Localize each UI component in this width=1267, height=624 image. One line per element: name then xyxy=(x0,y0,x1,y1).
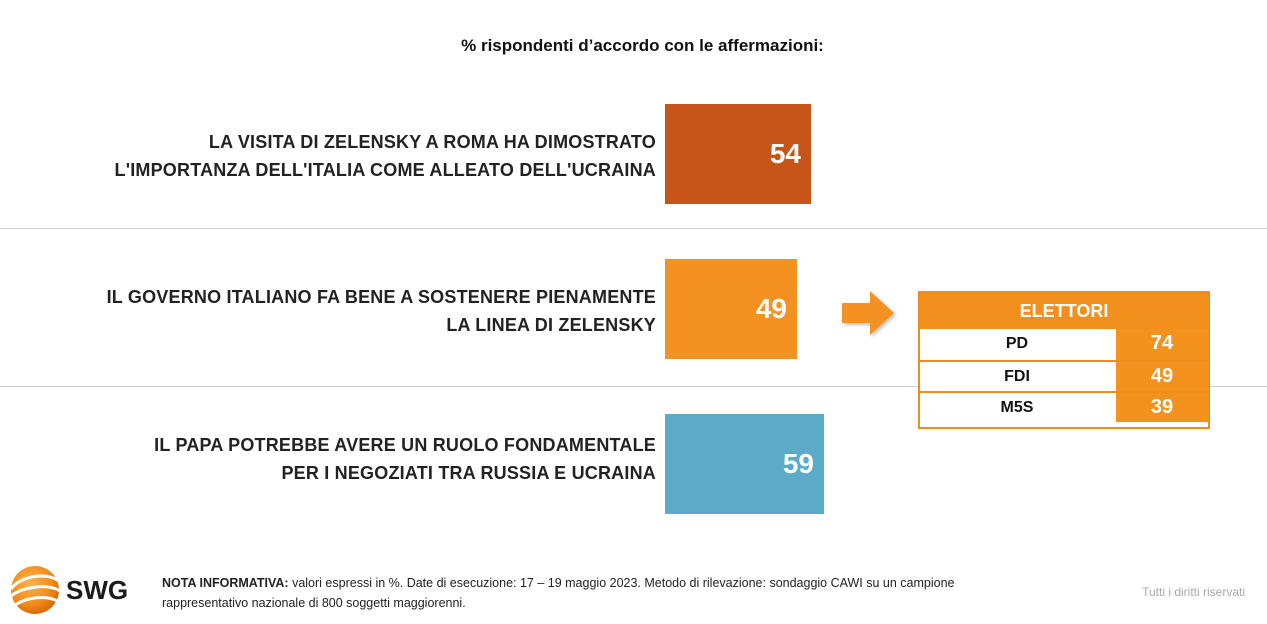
swg-globe-logo-icon xyxy=(8,566,61,614)
voters-breakdown-table: ELETTORI PD 74 FDI 49 M5S 39 xyxy=(918,291,1210,429)
party-label: PD xyxy=(1005,335,1029,352)
statement-label: LA VISITA DI ZELENSKY A ROMA HA DIMOSTRA… xyxy=(60,128,656,184)
note-label: NOTA INFORMATIVA: xyxy=(162,576,289,590)
row-separator xyxy=(0,386,1267,387)
bar-value-label: 49 xyxy=(755,293,787,324)
chart-title: % rispondenti d’accordo con le affermazi… xyxy=(461,36,824,55)
voters-row: PD 74 xyxy=(920,329,1208,360)
voters-table-header: ELETTORI xyxy=(920,293,1208,329)
statement-line: LA LINEA DI ZELENSKY xyxy=(446,315,656,335)
logo-text: SWG xyxy=(66,575,129,605)
voters-row: M5S 39 xyxy=(920,391,1208,422)
party-value: 74 xyxy=(1116,329,1208,360)
statement-label: IL GOVERNO ITALIANO FA BENE A SOSTENERE … xyxy=(60,283,656,339)
party-label: M5S xyxy=(1000,399,1034,416)
bar-value-label: 59 xyxy=(782,448,814,479)
party-label: FDI xyxy=(1004,368,1030,385)
party-value: 39 xyxy=(1116,393,1208,422)
methodology-note: NOTA INFORMATIVA: valori espressi in %. … xyxy=(162,573,1062,613)
statement-line: LA VISITA DI ZELENSKY A ROMA HA DIMOSTRA… xyxy=(208,132,656,152)
statement-line: IL GOVERNO ITALIANO FA BENE A SOSTENERE … xyxy=(106,287,656,307)
statement-line: L'IMPORTANZA DELL'ITALIA COME ALLEATO DE… xyxy=(114,160,656,180)
arrow-right-icon xyxy=(842,291,894,335)
row-separator xyxy=(0,228,1267,229)
bar: 49 xyxy=(665,259,797,359)
note-line: rappresentativo nazionale di 800 soggett… xyxy=(162,596,466,610)
party-value: 49 xyxy=(1116,362,1208,391)
statement-label: IL PAPA POTREBBE AVERE UN RUOLO FONDAMEN… xyxy=(60,431,656,487)
bar: 54 xyxy=(665,104,811,204)
note-text: valori espressi in %. Date di esecuzione… xyxy=(288,576,955,590)
statement-line: PER I NEGOZIATI TRA RUSSIA E UCRAINA xyxy=(281,463,656,483)
note-line: NOTA INFORMATIVA: valori espressi in %. … xyxy=(162,573,1062,593)
voters-row: FDI 49 xyxy=(920,360,1208,391)
statement-line: IL PAPA POTREBBE AVERE UN RUOLO FONDAMEN… xyxy=(154,435,656,455)
copyright-notice: Tutti i diritti riservati xyxy=(1142,585,1245,599)
bar-value-label: 54 xyxy=(769,138,801,169)
bar: 59 xyxy=(665,414,824,514)
